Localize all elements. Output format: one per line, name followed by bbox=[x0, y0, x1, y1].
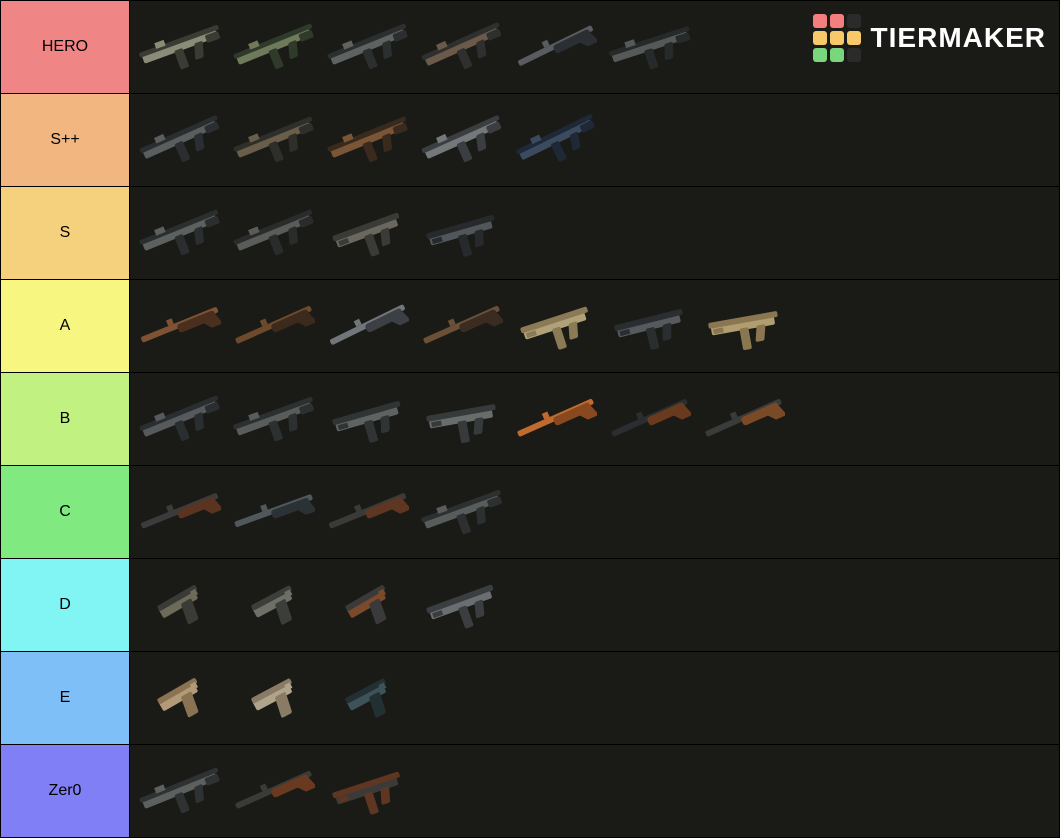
tier-label[interactable]: B bbox=[1, 373, 130, 465]
tier-label[interactable]: Zer0 bbox=[1, 745, 130, 837]
carbine-dark-icon[interactable] bbox=[604, 4, 694, 90]
tier-items[interactable] bbox=[130, 466, 1059, 558]
rifle-wood-2-icon[interactable] bbox=[228, 283, 318, 369]
smg-long-icon[interactable] bbox=[322, 190, 412, 276]
long-rifle-icon[interactable] bbox=[510, 4, 600, 90]
tier-items[interactable] bbox=[130, 652, 1059, 744]
tier-items[interactable] bbox=[130, 94, 1059, 186]
smg-stock-icon[interactable] bbox=[322, 376, 412, 462]
sniper-gray-icon[interactable] bbox=[322, 283, 412, 369]
tier-items[interactable] bbox=[130, 745, 1059, 837]
aug-green-icon[interactable] bbox=[228, 4, 318, 90]
tier-row: HERO bbox=[1, 1, 1059, 94]
tier-row: C bbox=[1, 466, 1059, 559]
rifle-orange-icon[interactable] bbox=[510, 376, 600, 462]
rifle-wood-icon[interactable] bbox=[322, 97, 412, 183]
tier-label[interactable]: S bbox=[1, 187, 130, 279]
pistol-2-icon[interactable] bbox=[228, 562, 318, 648]
lmg-2-icon[interactable] bbox=[228, 376, 318, 462]
revolver-icon[interactable] bbox=[322, 562, 412, 648]
rifle-navy-icon[interactable] bbox=[510, 97, 600, 183]
machine-pistol-icon[interactable] bbox=[416, 562, 506, 648]
smg-dark-icon[interactable] bbox=[604, 283, 694, 369]
lmg-1-icon[interactable] bbox=[134, 376, 224, 462]
tier-items[interactable] bbox=[130, 373, 1059, 465]
shotgun-2-icon[interactable] bbox=[228, 469, 318, 555]
tier-row: B bbox=[1, 373, 1059, 466]
tier-label[interactable]: C bbox=[1, 466, 130, 558]
tier-row: A bbox=[1, 280, 1059, 373]
tier-label[interactable]: S++ bbox=[1, 94, 130, 186]
tier-items[interactable] bbox=[130, 187, 1059, 279]
pistol-dark-icon[interactable] bbox=[322, 655, 412, 741]
tier-items[interactable] bbox=[130, 1, 1059, 93]
tier-items[interactable] bbox=[130, 280, 1059, 372]
tier-row: E bbox=[1, 652, 1059, 745]
rifle-z1-icon[interactable] bbox=[134, 748, 224, 834]
tier-list: HERO bbox=[0, 0, 1060, 838]
bullpup-mag-icon[interactable] bbox=[416, 4, 506, 90]
tier-label[interactable]: A bbox=[1, 280, 130, 372]
tier-row: S++ bbox=[1, 94, 1059, 187]
deagle-tan-icon[interactable] bbox=[134, 655, 224, 741]
tommy-gun-icon[interactable] bbox=[322, 748, 412, 834]
carbine-1-icon[interactable] bbox=[134, 190, 224, 276]
aug-rifle-icon[interactable] bbox=[134, 4, 224, 90]
bolt-rifle-icon[interactable] bbox=[416, 283, 506, 369]
bullpup-dark-icon[interactable] bbox=[322, 4, 412, 90]
rifle-wood-1-icon[interactable] bbox=[134, 283, 224, 369]
ar-black-icon[interactable] bbox=[134, 97, 224, 183]
pdw-tan-icon[interactable] bbox=[698, 283, 788, 369]
ak-dark-icon[interactable] bbox=[228, 97, 318, 183]
svd-wood-icon[interactable] bbox=[604, 376, 694, 462]
tier-label[interactable]: HERO bbox=[1, 1, 130, 93]
tier-label[interactable]: D bbox=[1, 559, 130, 651]
tier-row: Zer0 bbox=[1, 745, 1059, 837]
carbine-c-icon[interactable] bbox=[416, 469, 506, 555]
smg-compact-icon[interactable] bbox=[416, 376, 506, 462]
mp5-icon[interactable] bbox=[416, 190, 506, 276]
tier-row: D bbox=[1, 559, 1059, 652]
rifle-gray-icon[interactable] bbox=[416, 97, 506, 183]
shotgun-z-icon[interactable] bbox=[228, 748, 318, 834]
tier-label[interactable]: E bbox=[1, 652, 130, 744]
glock-tan-icon[interactable] bbox=[228, 655, 318, 741]
shotgun-1-icon[interactable] bbox=[134, 469, 224, 555]
double-barrel-icon[interactable] bbox=[322, 469, 412, 555]
tier-row: S bbox=[1, 187, 1059, 280]
carbine-2-icon[interactable] bbox=[228, 190, 318, 276]
tier-items[interactable] bbox=[130, 559, 1059, 651]
pistol-1-icon[interactable] bbox=[134, 562, 224, 648]
smg-tan-icon[interactable] bbox=[510, 283, 600, 369]
shotgun-wood-icon[interactable] bbox=[698, 376, 788, 462]
